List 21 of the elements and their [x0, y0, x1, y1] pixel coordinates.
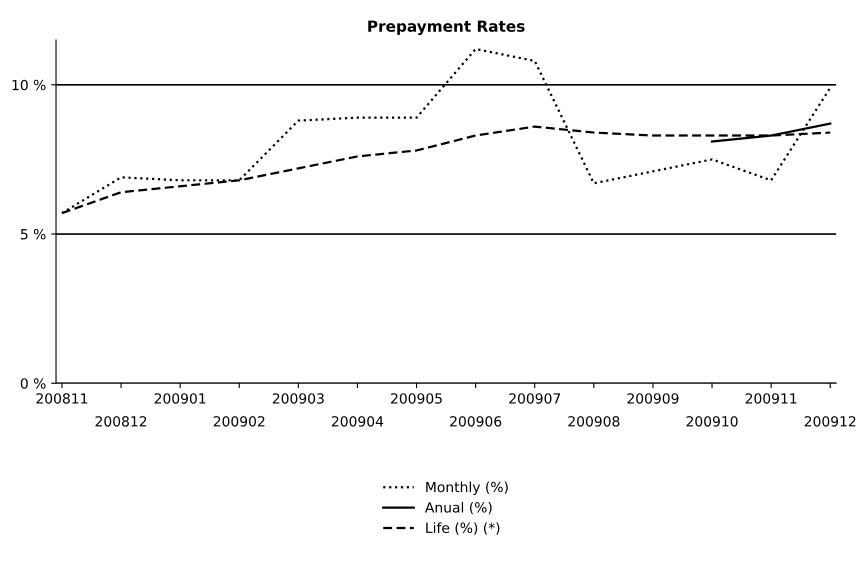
x-tick-label: 200905 [391, 393, 442, 404]
x-tick-label: 200912 [804, 416, 856, 427]
x-tick-label: 200907 [509, 393, 560, 404]
x-tick-label: 200908 [568, 416, 620, 427]
x-tick-label: 200910 [686, 416, 738, 427]
legend-label: Monthly (%) [426, 482, 508, 495]
y-tick-label: 0 % [20, 378, 46, 389]
y-tick-label: 5 % [20, 228, 46, 240]
x-tick-label: 200811 [36, 393, 88, 404]
legend-label: Anual (%) [425, 502, 492, 514]
x-tick-label: 200903 [272, 393, 324, 404]
x-tick-label: 200901 [154, 393, 206, 404]
x-tick-label: 200902 [214, 416, 264, 427]
legend-label: Life (%) (*) [426, 522, 500, 535]
x-tick-label: 200904 [332, 416, 384, 427]
x-tick-label: 200909 [627, 393, 678, 404]
x-tick-label: 200911 [746, 393, 796, 404]
chart-title: Prepayment Rates [368, 20, 525, 36]
x-tick-label: 200906 [450, 416, 502, 427]
y-tick-label: 10 % [12, 80, 46, 90]
x-tick-label: 200812 [96, 416, 146, 427]
